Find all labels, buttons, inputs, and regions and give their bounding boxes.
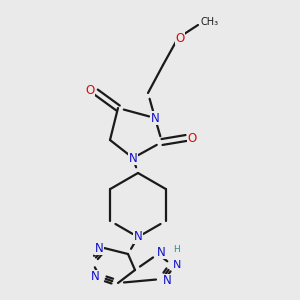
Text: N: N	[91, 271, 99, 284]
Text: CH₃: CH₃	[201, 17, 219, 27]
Text: N: N	[94, 242, 103, 254]
Text: H: H	[172, 244, 179, 253]
Text: N: N	[163, 274, 171, 287]
Text: O: O	[188, 131, 196, 145]
Text: N: N	[134, 230, 142, 244]
Text: N: N	[151, 112, 159, 124]
Text: N: N	[157, 245, 165, 259]
Text: O: O	[176, 32, 184, 44]
Text: N: N	[129, 152, 137, 164]
Text: N: N	[173, 260, 181, 270]
Text: O: O	[85, 83, 94, 97]
